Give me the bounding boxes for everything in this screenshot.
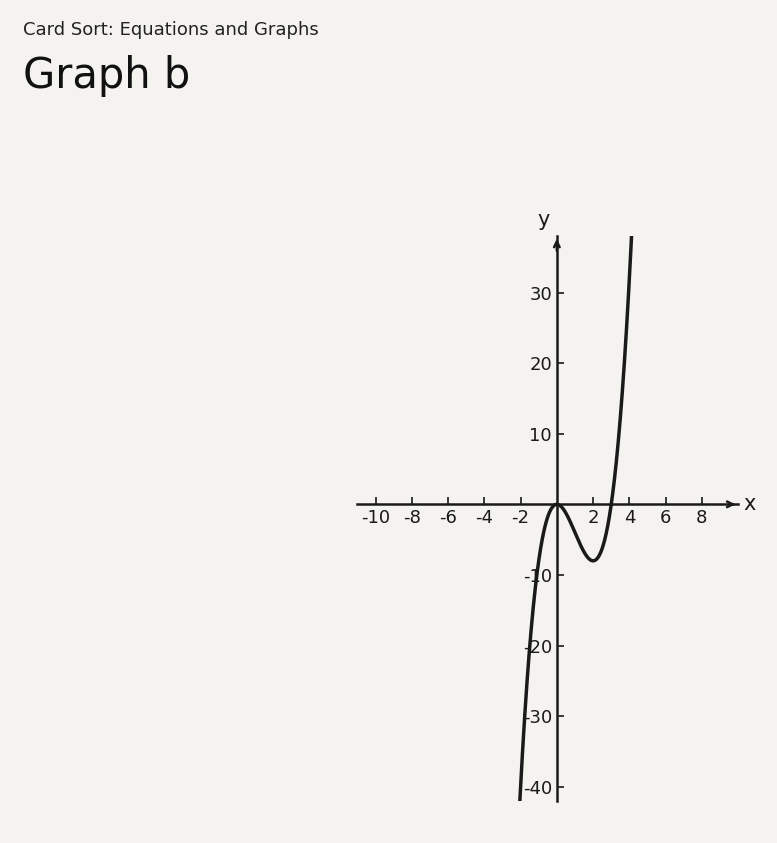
Text: x: x: [744, 494, 756, 514]
Text: y: y: [537, 211, 549, 230]
Text: Card Sort: Equations and Graphs: Card Sort: Equations and Graphs: [23, 21, 319, 39]
Text: Graph b: Graph b: [23, 55, 190, 97]
